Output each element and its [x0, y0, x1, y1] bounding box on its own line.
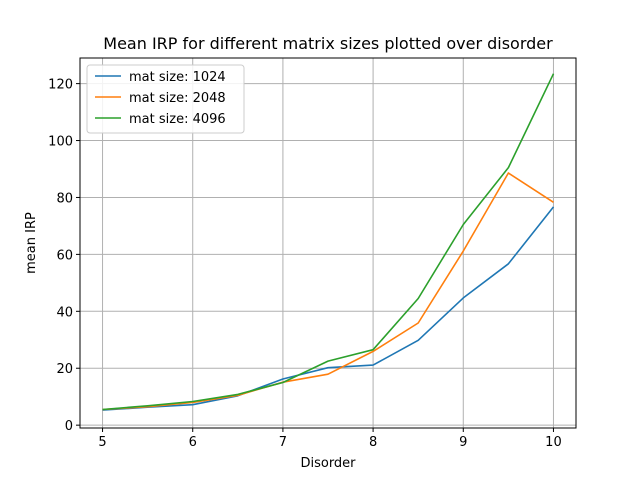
legend: mat size: 1024 mat size: 2048 mat size: 40… — [86, 64, 245, 134]
series-line-1 — [102, 206, 555, 411]
x-tick-label: 5 — [98, 435, 106, 450]
y-tick-label: 100 — [48, 135, 73, 150]
series-line-3 — [102, 73, 555, 411]
y-tick-label: 40 — [56, 305, 73, 320]
x-axis-label: Disorder — [300, 456, 356, 471]
x-tick-label: 9 — [459, 435, 467, 450]
legend-label: mat size: 2048 — [129, 91, 226, 106]
x-axis: 5 6 7 8 9 10 — [98, 428, 562, 450]
y-tick-label: 120 — [48, 78, 73, 93]
y-tick-label: 0 — [65, 419, 73, 434]
y-tick-label: 80 — [56, 191, 73, 206]
y-axis-label: mean IRP — [24, 212, 39, 274]
y-axis: 0 20 40 60 80 100 120 — [48, 78, 80, 434]
legend-label: mat size: 1024 — [129, 70, 226, 85]
x-tick-label: 7 — [279, 435, 287, 450]
grid — [80, 58, 576, 428]
plot-frame — [79, 57, 577, 429]
y-tick-label: 60 — [56, 248, 73, 263]
legend-label: mat size: 4096 — [129, 112, 226, 127]
legend-box — [86, 64, 245, 134]
x-tick-label: 8 — [369, 435, 377, 450]
series-line-2 — [102, 172, 554, 411]
x-tick-label: 6 — [189, 435, 197, 450]
chart-title: Mean IRP for different matrix sizes plot… — [103, 34, 553, 53]
y-tick-label: 20 — [56, 362, 73, 377]
x-tick-label: 10 — [545, 435, 562, 450]
series-layer — [102, 73, 555, 411]
